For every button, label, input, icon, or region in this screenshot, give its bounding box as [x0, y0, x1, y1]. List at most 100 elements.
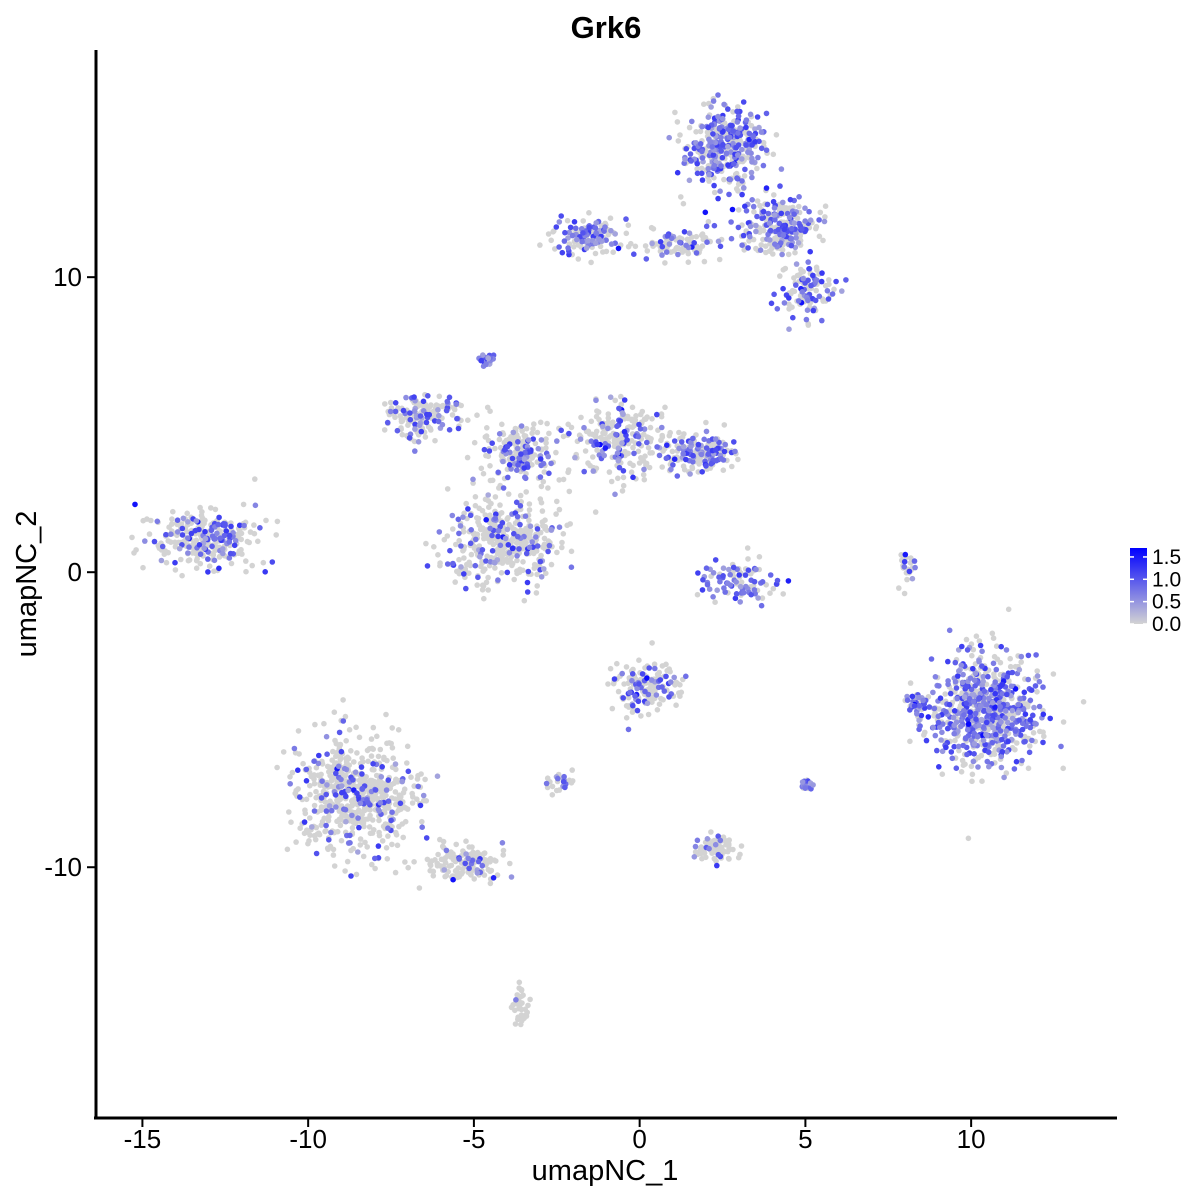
cell-point [676, 235, 683, 241]
cell-point [758, 602, 765, 609]
cell-point [969, 778, 975, 785]
cell-point [394, 427, 401, 434]
cell-point [826, 277, 832, 283]
cell-point [608, 241, 615, 247]
cell-point [1030, 730, 1037, 736]
cell-point [599, 423, 606, 430]
cell-point [485, 574, 491, 581]
cell-point [729, 122, 735, 129]
cell-point [510, 429, 517, 436]
cell-point [291, 745, 298, 752]
cell-point [344, 754, 351, 761]
cell-point [525, 1002, 531, 1009]
cell-point [1021, 689, 1028, 696]
cell-point [611, 440, 618, 446]
cell-point [906, 568, 913, 575]
cell-point [559, 539, 565, 546]
cell-point [788, 242, 795, 249]
cell-point [534, 526, 541, 532]
cell-point [574, 236, 580, 243]
cell-point [444, 533, 451, 539]
cell-point [936, 764, 942, 770]
cell-point [649, 640, 655, 646]
cell-point [407, 410, 413, 416]
cell-point [246, 539, 252, 546]
cell-point [447, 547, 453, 554]
cell-point [615, 245, 622, 252]
cell-point [640, 471, 647, 478]
cell-point [693, 233, 700, 240]
cell-point [220, 546, 226, 552]
cell-point [509, 560, 516, 567]
cell-point [232, 537, 239, 544]
cell-point [767, 572, 774, 578]
cell-point [481, 872, 488, 878]
cell-point [477, 554, 483, 560]
cell-point [251, 522, 257, 528]
cell-point [505, 491, 512, 497]
cell-point [174, 521, 180, 528]
cell-point [904, 697, 911, 703]
cell-point [508, 466, 514, 472]
cell-point [463, 500, 470, 507]
cell-point [826, 281, 832, 288]
cell-point [980, 724, 987, 730]
cell-point [556, 477, 562, 483]
cell-point [1015, 701, 1022, 708]
cell-point [202, 528, 208, 535]
cell-point [702, 209, 709, 216]
cell-point [226, 539, 233, 545]
cell-point [375, 843, 382, 849]
cell-point [497, 547, 504, 553]
cell-point [629, 416, 635, 423]
cell-point [644, 439, 650, 446]
cell-point [514, 557, 520, 564]
cell-point [964, 647, 971, 653]
cell-point [383, 787, 390, 793]
cell-point [223, 528, 230, 534]
cell-point [372, 865, 378, 872]
cell-point [588, 418, 595, 425]
cell-point [489, 440, 496, 447]
cell-point [970, 665, 976, 672]
cell-point [726, 134, 733, 141]
cell-point [456, 856, 463, 862]
cell-point [614, 450, 621, 457]
cell-point [462, 860, 469, 867]
cell-point [744, 545, 751, 551]
cell-point [385, 833, 391, 839]
cell-point [571, 219, 578, 225]
cell-point [545, 485, 551, 491]
cell-point [699, 587, 706, 593]
cell-point [822, 203, 829, 209]
cell-point [562, 784, 568, 791]
cell-point [1029, 737, 1035, 744]
cell-point [505, 474, 511, 481]
cell-point [484, 553, 491, 559]
cell-point [544, 420, 550, 427]
cell-point [376, 817, 382, 824]
cell-point [492, 515, 499, 522]
cell-point [720, 141, 726, 148]
cell-point [623, 216, 629, 222]
cell-point [439, 856, 446, 863]
cell-point [917, 723, 923, 729]
cell-point [935, 713, 942, 720]
cell-point [657, 239, 664, 245]
cell-point [689, 465, 696, 472]
cell-point [392, 869, 399, 876]
cell-point [436, 393, 443, 400]
cell-point [716, 125, 723, 131]
cell-point [450, 526, 456, 532]
cell-point [315, 760, 322, 767]
cell-point [945, 681, 951, 688]
cell-point [215, 521, 221, 528]
cell-point [763, 110, 770, 117]
cell-point [480, 568, 487, 574]
cell-point [641, 476, 648, 483]
cell-point [357, 836, 364, 842]
cell-point [636, 657, 642, 663]
cell-point [208, 527, 215, 534]
cell-point [471, 876, 478, 882]
